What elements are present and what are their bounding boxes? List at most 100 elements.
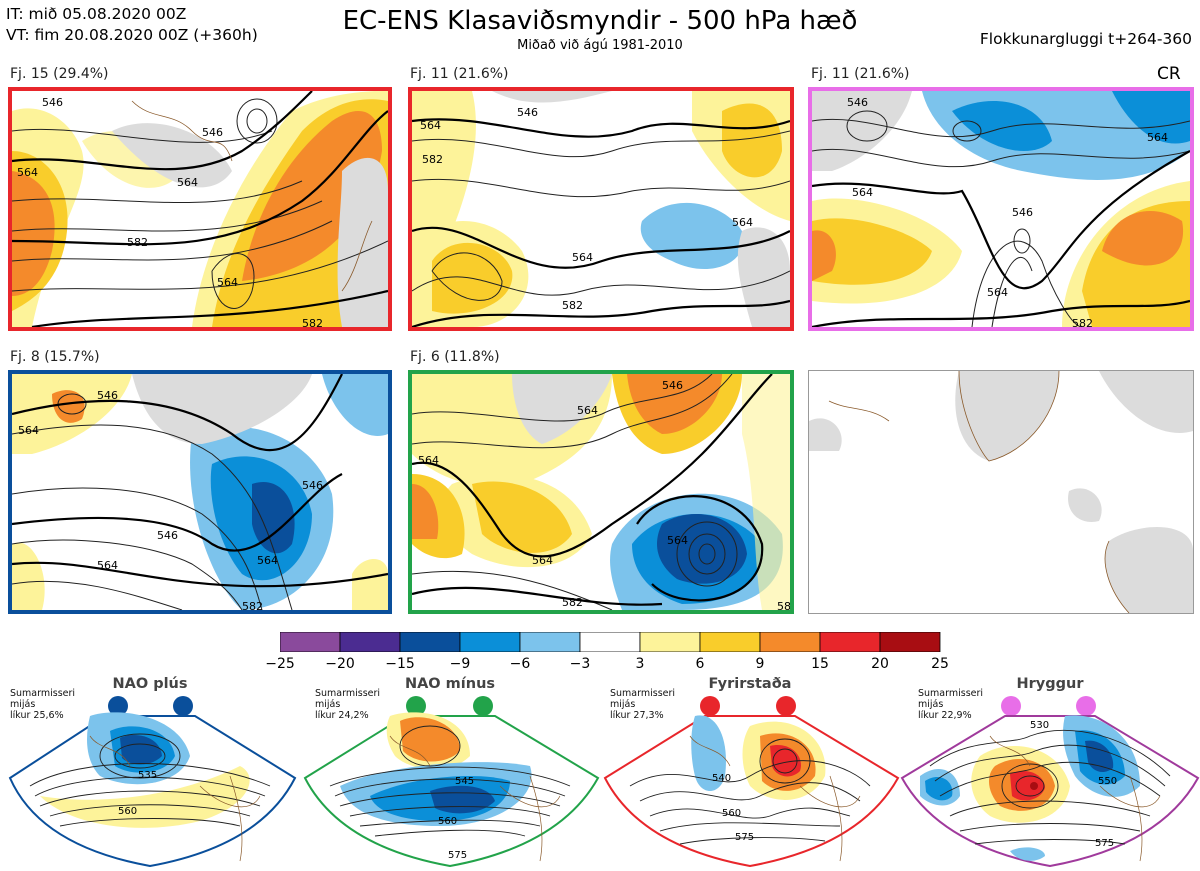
cr-label: CR	[1157, 64, 1181, 84]
regime-nao-minus: NAO mínus Sumarmisseri mijás líkur 24,2%…	[300, 676, 600, 871]
contour-label: 546	[202, 126, 223, 139]
colorbar	[279, 631, 944, 656]
regime-info: Sumarmisseri mijás líkur 25,6%	[10, 688, 75, 721]
regime-nao-plus: NAO plús Sumarmisseri mijás líkur 25,6% …	[0, 676, 300, 871]
contour-label: 564	[420, 119, 441, 132]
colorbar-swatch	[519, 631, 581, 653]
regime-name: Hryggur	[1016, 676, 1084, 692]
contour-label: 582	[562, 299, 583, 312]
contour-label: 575	[1095, 838, 1114, 849]
contour-label: 546	[1012, 206, 1033, 219]
contour-label: 546	[847, 96, 868, 109]
colorbar-swatch	[699, 631, 761, 653]
contour-label: 582	[127, 236, 148, 249]
regime-probability: líkur 22,9%	[918, 710, 972, 721]
contour-label: 540	[712, 773, 731, 784]
contour-label: 575	[448, 850, 467, 861]
regime-season: Sumarmisseri	[918, 688, 984, 699]
contour-label: 564	[572, 251, 593, 264]
colorbar-swatch	[879, 631, 941, 653]
contour-label: 582	[777, 600, 790, 610]
regime-dot-icon	[173, 696, 193, 716]
regime-season: Sumarmisseri	[315, 688, 381, 699]
regime-dot-icon	[406, 696, 426, 716]
contour-label: 564	[18, 424, 39, 437]
contour-label: 582	[1072, 317, 1093, 327]
regime-season: Sumarmisseri	[610, 688, 676, 699]
cluster-3-label: Fj. 11 (21.6%)	[811, 66, 910, 82]
regime-name: Fyrirstaða	[708, 676, 792, 692]
regime-dot-icon	[776, 696, 796, 716]
regime-dot-icon	[473, 696, 493, 716]
contour-label: 560	[722, 808, 741, 819]
contour-label: 564	[532, 554, 553, 567]
contour-label: 564	[177, 176, 198, 189]
regime-name: NAO plús	[112, 676, 188, 692]
valid-time: VT: fim 20.08.2020 00Z (+360h)	[6, 26, 258, 44]
cluster-map-3: 546 564 546 564 564 582	[808, 87, 1194, 331]
colorbar-swatch	[579, 631, 641, 653]
contour-label: 582	[562, 596, 583, 609]
cluster-map-2: 546 564 582 564 564 582	[408, 87, 794, 331]
contour-label: 546	[517, 106, 538, 119]
regime-dot-icon	[1076, 696, 1096, 716]
colorbar-tick-label: −6	[509, 656, 531, 672]
colorbar-tick-label: 20	[871, 656, 889, 672]
cluster-4-label: Fj. 8 (15.7%)	[10, 349, 100, 365]
regime-ridge: Hryggur Sumarmisseri mijás líkur 22,9%	[900, 676, 1200, 871]
colorbar-tick-label: −20	[325, 656, 355, 672]
cluster-map-4: 546 564 546 546 564 564 582	[8, 370, 392, 614]
colorbar-swatch	[279, 631, 341, 653]
regime-probability: líkur 25,6%	[10, 710, 64, 721]
contour-label: 564	[17, 166, 38, 179]
cluster-2-label: Fj. 11 (21.6%)	[410, 66, 509, 82]
regime-average: mijás	[610, 699, 636, 710]
contour-label: 545	[455, 776, 474, 787]
regime-name: NAO mínus	[404, 676, 496, 692]
contour-label: 560	[438, 816, 457, 827]
cluster-map-1: 546 546 564 564 582 564 582	[8, 87, 392, 331]
colorbar-tick-label: 15	[811, 656, 829, 672]
contour-label: 564	[987, 286, 1008, 299]
regime-info: Sumarmisseri mijás líkur 22,9%	[918, 688, 983, 721]
regime-info: Sumarmisseri mijás líkur 24,2%	[315, 688, 380, 721]
colorbar-tick-label: −9	[449, 656, 471, 672]
contour-label: 546	[42, 96, 63, 109]
regime-season: Sumarmisseri	[10, 688, 76, 699]
empty-map-panel	[808, 370, 1194, 614]
contour-label: 564	[1147, 131, 1168, 144]
contour-label: 546	[662, 379, 683, 392]
regime-dot-icon	[700, 696, 720, 716]
colorbar-swatch	[759, 631, 821, 653]
colorbar-swatch	[339, 631, 401, 653]
contour-label: 564	[852, 186, 873, 199]
regime-probability: líkur 27,3%	[610, 710, 664, 721]
contour-label: 546	[97, 389, 118, 402]
regime-probability: líkur 24,2%	[315, 710, 369, 721]
colorbar-tick-label: −15	[385, 656, 415, 672]
regime-average: mijás	[10, 699, 36, 710]
contour-label: 535	[138, 770, 157, 781]
regime-average: mijás	[918, 699, 944, 710]
contour-label: 546	[302, 479, 323, 492]
cluster-1-label: Fj. 15 (29.4%)	[10, 66, 109, 82]
contour-label: 564	[257, 554, 278, 567]
colorbar-swatch	[399, 631, 461, 653]
issue-time: IT: mið 05.08.2020 00Z	[6, 5, 187, 23]
header-times: IT: mið 05.08.2020 00Z VT: fim 20.08.202…	[6, 4, 258, 46]
cluster-map-5: 564 546 564 564 564 582 582	[408, 370, 794, 614]
colorbar-svg	[279, 631, 941, 653]
colorbar-tick-label: −3	[569, 656, 591, 672]
colorbar-tick-label: 9	[755, 656, 765, 672]
contour-label: 582	[302, 317, 323, 327]
regime-blocking: Fyrirstaða Sumarmisseri mijás líkur 27,3…	[600, 676, 900, 871]
contour-label: 564	[667, 534, 688, 547]
page-title: EC-ENS Klasaviðsmyndir - 500 hPa hæð	[342, 6, 858, 36]
colorbar-tick-label: 25	[931, 656, 949, 672]
contour-label: 560	[118, 806, 137, 817]
contour-label: 564	[217, 276, 238, 289]
regime-average: mijás	[315, 699, 341, 710]
cluster-5-label: Fj. 6 (11.8%)	[410, 349, 500, 365]
contour-label: 582	[242, 600, 263, 610]
colorbar-swatch	[639, 631, 701, 653]
